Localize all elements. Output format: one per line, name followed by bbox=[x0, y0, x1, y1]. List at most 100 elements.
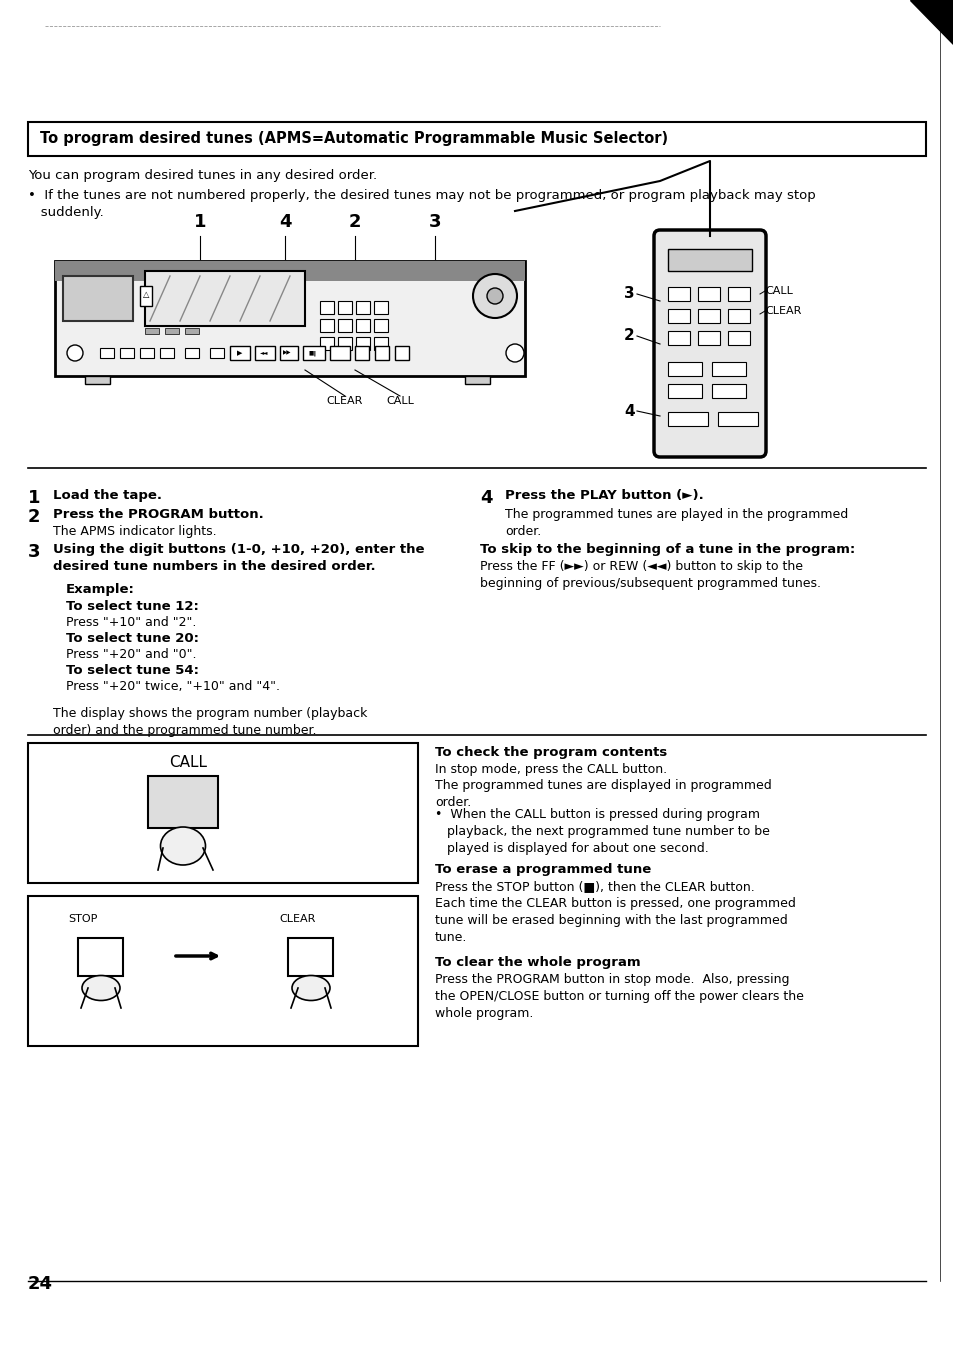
Text: Press the FF (►►) or REW (◄◄) button to skip to the
beginning of previous/subseq: Press the FF (►►) or REW (◄◄) button to … bbox=[479, 561, 821, 590]
Text: 1: 1 bbox=[28, 489, 40, 507]
Text: In stop mode, press the CALL button.: In stop mode, press the CALL button. bbox=[435, 763, 666, 775]
Text: CLEAR: CLEAR bbox=[764, 305, 801, 316]
Text: ▶▶: ▶▶ bbox=[282, 350, 291, 355]
Text: Press the PLAY button (►).: Press the PLAY button (►). bbox=[504, 489, 703, 503]
Bar bbox=[667, 286, 689, 301]
Text: 4: 4 bbox=[278, 213, 291, 231]
Text: To select tune 54:: To select tune 54: bbox=[66, 663, 199, 677]
Text: To check the program contents: To check the program contents bbox=[435, 746, 666, 759]
Bar bbox=[145, 272, 305, 326]
Bar bbox=[148, 775, 218, 828]
Text: Load the tape.: Load the tape. bbox=[53, 489, 162, 503]
Bar bbox=[337, 301, 352, 313]
Bar bbox=[355, 301, 370, 313]
Text: The display shows the program number (playback
order) and the programmed tune nu: The display shows the program number (pl… bbox=[53, 707, 367, 738]
Bar bbox=[210, 349, 224, 358]
Bar bbox=[464, 376, 490, 384]
Bar bbox=[100, 349, 113, 358]
Bar bbox=[230, 346, 250, 359]
Bar bbox=[337, 319, 352, 332]
Text: To select tune 12:: To select tune 12: bbox=[66, 600, 198, 613]
Text: CLEAR: CLEAR bbox=[327, 396, 363, 407]
Bar bbox=[395, 346, 409, 359]
Bar bbox=[85, 376, 110, 384]
Text: 4: 4 bbox=[623, 404, 635, 419]
Text: ◄◄: ◄◄ bbox=[259, 350, 268, 355]
Ellipse shape bbox=[160, 827, 205, 865]
Circle shape bbox=[473, 274, 517, 317]
Text: To program desired tunes (APMS=Automatic Programmable Music Selector): To program desired tunes (APMS=Automatic… bbox=[40, 131, 667, 146]
Text: CALL: CALL bbox=[169, 755, 207, 770]
Ellipse shape bbox=[82, 975, 120, 1001]
Circle shape bbox=[486, 288, 502, 304]
Text: 2: 2 bbox=[28, 508, 40, 526]
Bar bbox=[28, 743, 417, 884]
Text: •  If the tunes are not numbered properly, the desired tunes may not be programm: • If the tunes are not numbered properly… bbox=[28, 189, 815, 219]
Bar bbox=[727, 331, 749, 345]
Text: Press "+10" and "2".: Press "+10" and "2". bbox=[66, 616, 196, 630]
Bar bbox=[303, 346, 325, 359]
Polygon shape bbox=[909, 0, 953, 45]
Text: △: △ bbox=[143, 289, 149, 299]
Bar bbox=[78, 938, 123, 975]
Text: To erase a programmed tune: To erase a programmed tune bbox=[435, 863, 651, 875]
Bar bbox=[718, 412, 758, 426]
Text: 3: 3 bbox=[623, 286, 635, 301]
Bar bbox=[727, 309, 749, 323]
Bar bbox=[355, 336, 370, 350]
Bar bbox=[667, 249, 751, 272]
Text: The APMS indicator lights.: The APMS indicator lights. bbox=[53, 526, 216, 538]
Bar bbox=[337, 336, 352, 350]
Text: 2: 2 bbox=[349, 213, 361, 231]
Text: 3: 3 bbox=[428, 213, 441, 231]
Bar bbox=[254, 346, 274, 359]
Text: Press "+20" twice, "+10" and "4".: Press "+20" twice, "+10" and "4". bbox=[66, 680, 280, 693]
Text: You can program desired tunes in any desired order.: You can program desired tunes in any des… bbox=[28, 169, 376, 182]
Bar bbox=[667, 412, 707, 426]
Bar bbox=[160, 349, 173, 358]
Text: •  When the CALL button is pressed during program
   playback, the next programm: • When the CALL button is pressed during… bbox=[435, 808, 769, 855]
Bar bbox=[330, 346, 350, 359]
Text: Press the PROGRAM button.: Press the PROGRAM button. bbox=[53, 508, 263, 521]
Text: The programmed tunes are played in the programmed
order.: The programmed tunes are played in the p… bbox=[504, 508, 847, 538]
Text: CALL: CALL bbox=[386, 396, 414, 407]
Text: 24: 24 bbox=[28, 1275, 53, 1293]
Bar bbox=[280, 346, 297, 359]
Bar bbox=[375, 346, 389, 359]
Bar bbox=[145, 328, 159, 334]
Bar bbox=[120, 349, 133, 358]
Bar bbox=[319, 301, 334, 313]
Text: To select tune 20:: To select tune 20: bbox=[66, 632, 199, 644]
Text: The programmed tunes are displayed in programmed
order.: The programmed tunes are displayed in pr… bbox=[435, 780, 771, 809]
Text: STOP: STOP bbox=[69, 915, 97, 924]
Bar bbox=[374, 336, 388, 350]
Bar bbox=[698, 286, 720, 301]
Bar bbox=[55, 261, 524, 376]
Text: 3: 3 bbox=[28, 543, 40, 561]
Bar bbox=[667, 309, 689, 323]
Bar bbox=[28, 122, 925, 155]
Bar bbox=[140, 286, 152, 305]
Bar bbox=[185, 349, 199, 358]
Text: 1: 1 bbox=[193, 213, 206, 231]
Circle shape bbox=[67, 345, 83, 361]
Bar bbox=[698, 309, 720, 323]
Bar bbox=[355, 319, 370, 332]
Bar bbox=[319, 336, 334, 350]
Text: Press the PROGRAM button in stop mode.  Also, pressing
the OPEN/CLOSE button or : Press the PROGRAM button in stop mode. A… bbox=[435, 973, 803, 1020]
Bar bbox=[55, 261, 524, 281]
Text: 4: 4 bbox=[479, 489, 492, 507]
Text: Example:: Example: bbox=[66, 584, 134, 596]
Bar bbox=[140, 349, 153, 358]
Text: Press "+20" and "0".: Press "+20" and "0". bbox=[66, 648, 196, 661]
Text: To skip to the beginning of a tune in the program:: To skip to the beginning of a tune in th… bbox=[479, 543, 854, 557]
Bar bbox=[355, 346, 369, 359]
Text: ■‖: ■‖ bbox=[309, 350, 316, 355]
FancyBboxPatch shape bbox=[654, 230, 765, 457]
Bar bbox=[711, 362, 745, 376]
Bar bbox=[374, 319, 388, 332]
Ellipse shape bbox=[292, 975, 330, 1001]
Bar bbox=[667, 331, 689, 345]
Bar bbox=[374, 301, 388, 313]
Text: desired tune numbers in the desired order.: desired tune numbers in the desired orde… bbox=[53, 561, 375, 573]
